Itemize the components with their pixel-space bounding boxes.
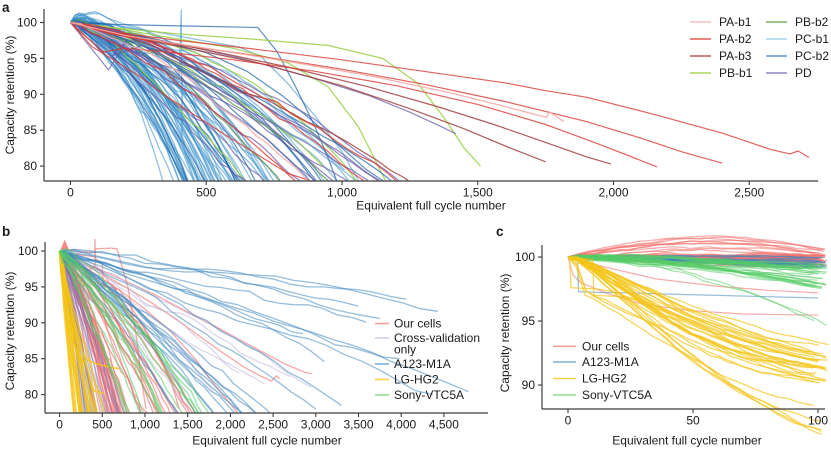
svg-text:90: 90 — [522, 378, 536, 392]
svg-text:100: 100 — [808, 414, 828, 428]
svg-text:Capacity retention (%): Capacity retention (%) — [3, 36, 17, 155]
svg-text:b: b — [2, 224, 10, 239]
svg-text:80: 80 — [25, 388, 39, 402]
svg-text:PD: PD — [795, 66, 812, 80]
svg-text:PC-b1: PC-b1 — [795, 32, 829, 46]
svg-text:PB-b1: PB-b1 — [719, 66, 753, 80]
svg-text:100: 100 — [18, 244, 38, 258]
svg-text:2,000: 2,000 — [215, 418, 245, 432]
svg-text:50: 50 — [686, 414, 700, 428]
svg-text:a: a — [2, 0, 10, 15]
svg-text:Sony-VTC5A: Sony-VTC5A — [394, 388, 464, 402]
svg-text:0: 0 — [67, 186, 74, 200]
svg-text:4,500: 4,500 — [429, 418, 459, 432]
svg-text:95: 95 — [25, 280, 39, 294]
svg-text:3,000: 3,000 — [301, 418, 331, 432]
svg-text:PB-b2: PB-b2 — [795, 15, 829, 29]
svg-text:500: 500 — [92, 418, 112, 432]
svg-text:2,500: 2,500 — [734, 186, 764, 200]
svg-text:90: 90 — [24, 87, 38, 101]
svg-text:1,500: 1,500 — [173, 418, 203, 432]
svg-text:only: only — [394, 343, 416, 357]
svg-text:A123-M1A: A123-M1A — [394, 357, 451, 371]
svg-text:2,000: 2,000 — [598, 186, 628, 200]
svg-text:3,500: 3,500 — [343, 418, 373, 432]
svg-text:0: 0 — [565, 414, 572, 428]
svg-text:PA-b1: PA-b1 — [719, 15, 752, 29]
svg-text:100: 100 — [515, 250, 535, 264]
svg-text:1,000: 1,000 — [130, 418, 160, 432]
svg-text:Equivalent full cycle number: Equivalent full cycle number — [612, 434, 761, 448]
svg-text:Capacity retention (%): Capacity retention (%) — [3, 272, 17, 391]
svg-text:c: c — [496, 224, 504, 239]
svg-text:Cross-validation: Cross-validation — [394, 331, 480, 345]
svg-text:2,500: 2,500 — [258, 418, 288, 432]
svg-text:100: 100 — [17, 16, 37, 30]
svg-text:85: 85 — [24, 123, 38, 137]
svg-text:A123-M1A: A123-M1A — [582, 355, 639, 369]
svg-text:PC-b2: PC-b2 — [795, 49, 829, 63]
svg-text:80: 80 — [24, 159, 38, 173]
svg-text:LG-HG2: LG-HG2 — [394, 373, 439, 387]
svg-text:Our cells: Our cells — [582, 340, 629, 354]
svg-text:PA-b3: PA-b3 — [719, 49, 752, 63]
svg-text:Equivalent full cycle number: Equivalent full cycle number — [192, 434, 341, 448]
svg-text:500: 500 — [196, 186, 216, 200]
svg-text:85: 85 — [25, 352, 39, 366]
svg-text:Equivalent full cycle number: Equivalent full cycle number — [356, 199, 505, 213]
svg-text:1,500: 1,500 — [463, 186, 493, 200]
svg-text:4,000: 4,000 — [386, 418, 416, 432]
svg-text:90: 90 — [25, 316, 39, 330]
svg-text:1,000: 1,000 — [327, 186, 357, 200]
svg-text:Our cells: Our cells — [394, 317, 441, 331]
svg-text:Sony-VTC5A: Sony-VTC5A — [582, 388, 652, 402]
svg-text:95: 95 — [24, 51, 38, 65]
svg-text:95: 95 — [522, 314, 536, 328]
svg-text:LG-HG2: LG-HG2 — [582, 372, 627, 386]
svg-text:Capacity retention (%): Capacity retention (%) — [498, 274, 512, 393]
svg-text:0: 0 — [56, 418, 63, 432]
svg-text:PA-b2: PA-b2 — [719, 32, 752, 46]
